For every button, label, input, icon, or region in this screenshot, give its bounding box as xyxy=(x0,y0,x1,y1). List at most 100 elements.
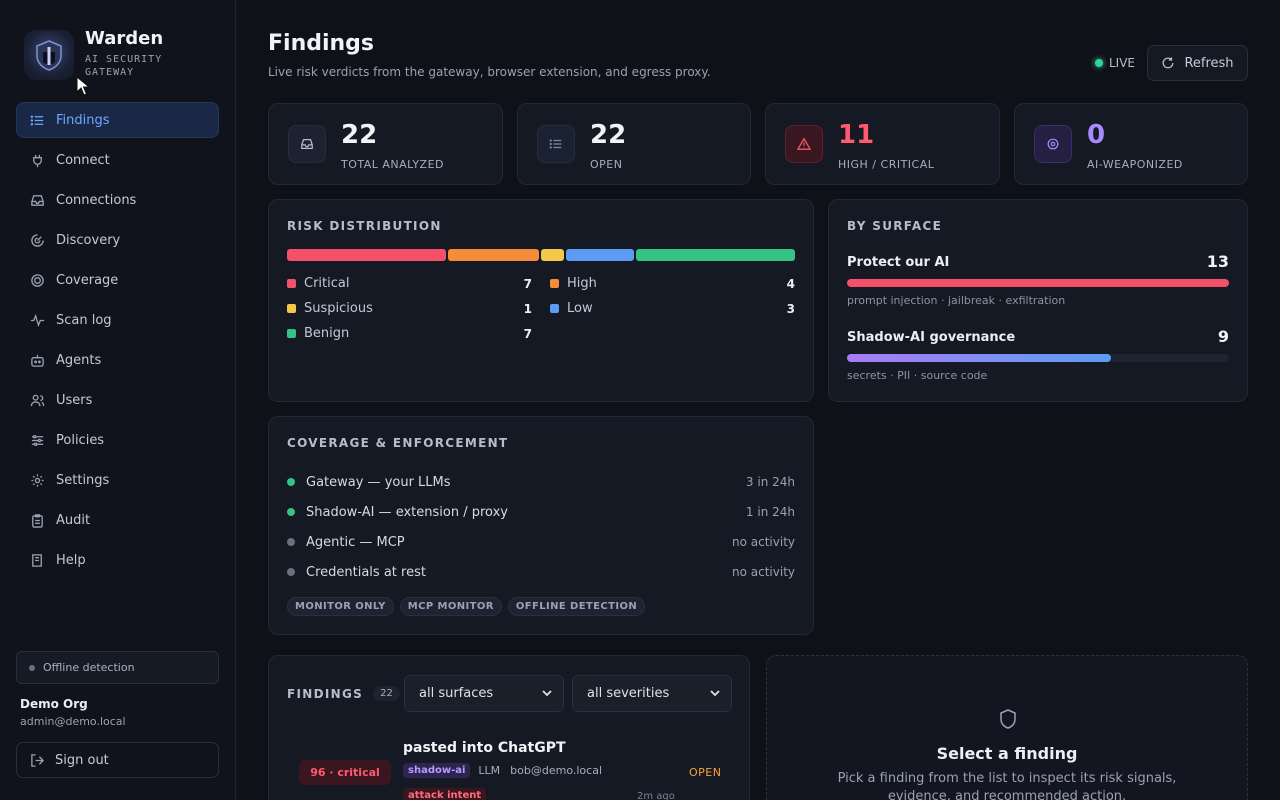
target-icon xyxy=(28,271,46,289)
legend-high: High xyxy=(550,276,597,291)
coverage-value: no activity xyxy=(732,565,795,579)
sidebar-item-connections[interactable]: Connections xyxy=(16,182,219,218)
activity-icon xyxy=(28,311,46,329)
radar-icon xyxy=(28,231,46,249)
sidebar-item-label: Discovery xyxy=(56,232,121,248)
legend-swatch xyxy=(287,329,296,338)
sliders-icon xyxy=(28,431,46,449)
surface-tag: shadow-ai xyxy=(403,763,471,778)
detail-title: Select a finding xyxy=(936,744,1078,763)
by-surface-card: BY SURFACE Protect our AI 13 prompt inje… xyxy=(828,199,1248,402)
sidebar-item-help[interactable]: Help xyxy=(16,542,219,578)
live-indicator: LIVE xyxy=(1095,56,1135,70)
status-dot xyxy=(287,538,295,546)
legend-swatch xyxy=(287,304,296,313)
coverage-value: no activity xyxy=(732,535,795,549)
offline-detection-label: Offline detection xyxy=(43,661,135,674)
chevron-down-icon xyxy=(542,690,552,697)
status-dot xyxy=(29,664,35,671)
sidebar-item-policies[interactable]: Policies xyxy=(16,422,219,458)
crosshair-icon xyxy=(1034,125,1072,163)
sidebar-item-settings[interactable]: Settings xyxy=(16,462,219,498)
finding-meta: shadow-ai LLM bob@demo.local xyxy=(403,763,602,778)
findings-list-card: FINDINGS 22 all surfaces all severities … xyxy=(268,655,750,800)
severity-filter-value: all severities xyxy=(587,686,670,701)
section-title: RISK DISTRIBUTION xyxy=(287,219,442,233)
org-email: admin@demo.local xyxy=(20,715,126,728)
finding-user: bob@demo.local xyxy=(510,764,602,777)
org-info: Demo Org admin@demo.local xyxy=(20,697,126,728)
chip-mcp-monitor: MCP MONITOR xyxy=(399,597,502,616)
finding-time: 2m ago xyxy=(637,791,675,800)
list-icon xyxy=(537,125,575,163)
surface-count: 13 xyxy=(1206,252,1229,271)
surface-tags: secrets · PII · source code xyxy=(847,369,988,382)
chevron-down-icon xyxy=(710,690,720,697)
severity-badge: 96 · critical xyxy=(299,760,391,785)
coverage-value: 1 in 24h xyxy=(745,505,795,519)
book-icon xyxy=(28,551,46,569)
org-name: Demo Org xyxy=(20,697,88,711)
sidebar-item-audit[interactable]: Audit xyxy=(16,502,219,538)
clipboard-icon xyxy=(28,511,46,529)
legend-label: Critical xyxy=(304,276,350,291)
chip-monitor-only: MONITOR ONLY xyxy=(287,597,394,616)
risk-segment-suspicious xyxy=(540,249,564,261)
stat-card-ai-weaponized: 0 AI-WEAPONIZED xyxy=(1014,103,1248,185)
surface-bar-fill xyxy=(847,279,1229,287)
stat-label: HIGH / CRITICAL xyxy=(838,158,935,171)
stat-value: 22 xyxy=(590,120,627,150)
severity-filter-select[interactable]: all severities xyxy=(572,675,732,712)
coverage-row-credentials: Credentials at rest no activity xyxy=(287,562,795,582)
coverage-value: 3 in 24h xyxy=(745,475,795,489)
sidebar: Warden AI SECURITY GATEWAY Findings Conn… xyxy=(0,0,236,800)
plug-icon xyxy=(28,151,46,169)
sidebar-item-users[interactable]: Users xyxy=(16,382,219,418)
sidebar-item-discovery[interactable]: Discovery xyxy=(16,222,219,258)
legend-value: 4 xyxy=(786,277,795,291)
coverage-row-agentic: Agentic — MCP no activity xyxy=(287,532,795,552)
legend-value: 7 xyxy=(523,327,532,341)
surface-bar-fill xyxy=(847,354,1111,362)
sign-out-button[interactable]: Sign out xyxy=(16,742,219,778)
surface-filter-select[interactable]: all surfaces xyxy=(404,675,564,712)
status-dot xyxy=(287,568,295,576)
shield-icon xyxy=(1000,709,1016,729)
surface-name: Shadow-AI governance xyxy=(847,330,1016,345)
users-icon xyxy=(28,391,46,409)
legend-critical: Critical xyxy=(287,276,349,291)
section-title: COVERAGE & ENFORCEMENT xyxy=(287,436,509,450)
offline-detection-status: Offline detection xyxy=(16,651,219,684)
coverage-label: Agentic — MCP xyxy=(306,534,405,550)
legend-label: High xyxy=(567,276,597,291)
refresh-button[interactable]: Refresh xyxy=(1147,45,1248,81)
risk-segment-benign xyxy=(635,249,795,261)
surface-bar-track xyxy=(847,354,1229,362)
brand-subtitle: AI SECURITY GATEWAY xyxy=(85,54,163,78)
sidebar-item-label: Users xyxy=(56,392,93,408)
gear-icon xyxy=(28,471,46,489)
findings-title: FINDINGS xyxy=(287,686,364,701)
coverage-card: COVERAGE & ENFORCEMENT Gateway — your LL… xyxy=(268,416,814,635)
stat-value: 0 xyxy=(1087,120,1106,150)
sidebar-item-findings[interactable]: Findings xyxy=(16,102,219,138)
coverage-label: Gateway — your LLMs xyxy=(306,474,451,490)
status-dot xyxy=(287,508,295,516)
surface-tags: prompt injection · jailbreak · exfiltrat… xyxy=(847,294,1066,307)
sidebar-item-label: Scan log xyxy=(56,312,112,328)
finding-detail-placeholder: Select a finding Pick a finding from the… xyxy=(766,655,1248,800)
sidebar-item-agents[interactable]: Agents xyxy=(16,342,219,378)
sidebar-item-connect[interactable]: Connect xyxy=(16,142,219,178)
findings-count-badge: 22 xyxy=(373,686,400,701)
risk-distribution-bar xyxy=(287,249,795,261)
sidebar-item-label: Findings xyxy=(56,112,110,128)
sidebar-item-coverage[interactable]: Coverage xyxy=(16,262,219,298)
stat-card-high-critical: 11 HIGH / CRITICAL xyxy=(765,103,1000,185)
sidebar-item-scan-log[interactable]: Scan log xyxy=(16,302,219,338)
brand-name: Warden xyxy=(85,28,164,49)
legend-benign: Benign xyxy=(287,326,349,341)
bot-icon xyxy=(28,351,46,369)
legend-swatch xyxy=(550,304,559,313)
sidebar-item-label: Connect xyxy=(56,152,110,168)
legend-value: 7 xyxy=(523,277,532,291)
